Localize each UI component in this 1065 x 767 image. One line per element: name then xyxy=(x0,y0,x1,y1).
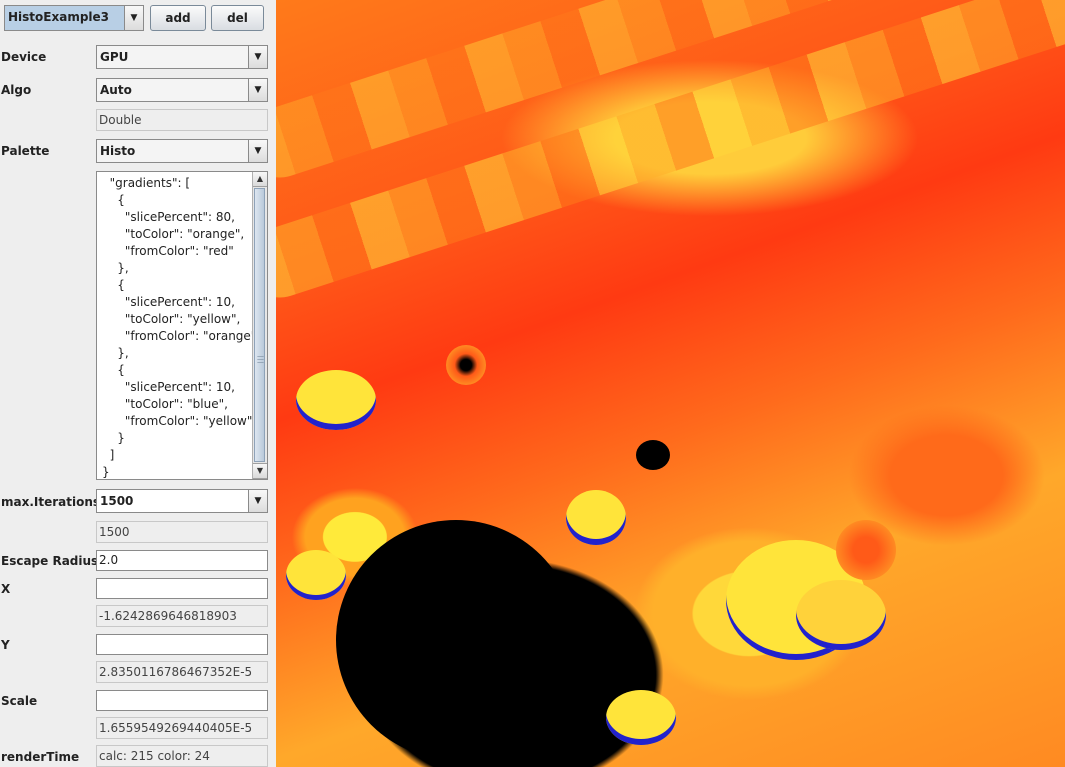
scale-field[interactable] xyxy=(96,690,268,711)
render-time-readout: calc: 215 color: 24 xyxy=(96,745,268,767)
palette-json-editor[interactable]: "gradients": [ { "slicePercent": 80, "to… xyxy=(96,171,268,480)
scroll-up-icon[interactable]: ▲ xyxy=(253,172,267,187)
max-iterations-label: max.Iterations xyxy=(1,495,101,509)
palette-json-scrollbar[interactable]: ▲ — — — ▼ xyxy=(252,172,267,479)
device-select-value: GPU xyxy=(100,50,129,64)
fractal-bulb xyxy=(606,690,676,745)
render-time-label: renderTime xyxy=(1,750,80,764)
add-button[interactable]: add xyxy=(150,5,206,31)
profile-select[interactable]: HistoExample3 ▼ xyxy=(4,5,144,31)
chevron-down-icon[interactable]: ▼ xyxy=(248,490,267,512)
chevron-down-icon[interactable]: ▼ xyxy=(248,140,267,162)
x-field[interactable] xyxy=(96,578,268,599)
y-readout: 2.8350116786467352E-5 xyxy=(96,661,268,683)
x-readout: -1.6242869646818903 xyxy=(96,605,268,627)
del-button[interactable]: del xyxy=(211,5,264,31)
x-label: X xyxy=(1,582,11,596)
fractal-set-region xyxy=(636,440,670,470)
chevron-down-icon[interactable]: ▼ xyxy=(124,6,143,30)
fractal-bulb xyxy=(286,550,346,600)
y-field[interactable] xyxy=(96,634,268,655)
escape-radius-field[interactable]: 2.0 xyxy=(96,550,268,571)
device-select[interactable]: GPU ▼ xyxy=(96,45,268,69)
device-label: Device xyxy=(1,50,47,64)
scale-label: Scale xyxy=(1,694,38,708)
control-panel: HistoExample3 ▼ add del Device GPU ▼ Alg… xyxy=(0,0,276,767)
chevron-down-icon[interactable]: ▼ xyxy=(248,46,267,68)
palette-select-value: Histo xyxy=(100,144,136,158)
algo-label: Algo xyxy=(1,83,32,97)
scrollbar-thumb[interactable]: — — — xyxy=(254,188,265,462)
max-iterations-value: 1500 xyxy=(100,494,134,508)
fractal-bulb xyxy=(796,580,886,650)
precision-readout: Double xyxy=(96,109,268,131)
palette-label: Palette xyxy=(1,144,50,158)
chevron-down-icon[interactable]: ▼ xyxy=(248,79,267,101)
fractal-bulb xyxy=(296,370,376,430)
algo-select[interactable]: Auto ▼ xyxy=(96,78,268,102)
iterations-readout: 1500 xyxy=(96,521,268,543)
y-label: Y xyxy=(1,638,10,652)
palette-select[interactable]: Histo ▼ xyxy=(96,139,268,163)
scroll-down-icon[interactable]: ▼ xyxy=(253,463,267,479)
fractal-spiral xyxy=(836,520,896,580)
scale-readout: 1.6559549269440405E-5 xyxy=(96,717,268,739)
fractal-bulb xyxy=(566,490,626,545)
algo-select-value: Auto xyxy=(100,83,132,97)
max-iterations-select[interactable]: 1500 ▼ xyxy=(96,489,268,513)
fractal-canvas[interactable] xyxy=(276,0,1065,767)
fractal-set-region xyxy=(336,520,576,760)
fractal-spiral xyxy=(446,345,486,385)
escape-radius-label: Escape Radius xyxy=(1,554,99,568)
profile-select-value: HistoExample3 xyxy=(8,10,110,24)
palette-json-text[interactable]: "gradients": [ { "slicePercent": 80, "to… xyxy=(102,176,257,479)
